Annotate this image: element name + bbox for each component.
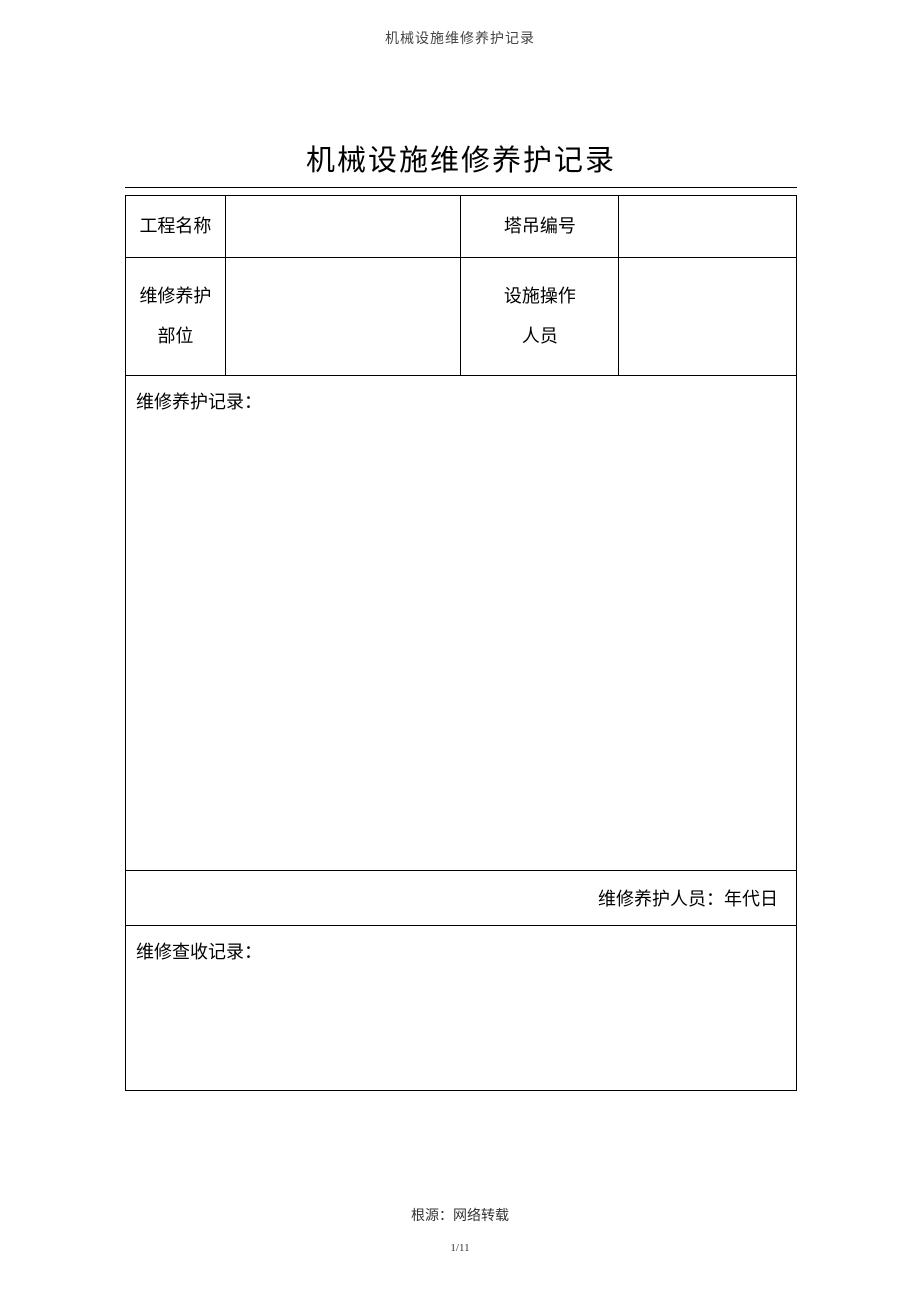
label-project-name: 工程名称 [126, 196, 226, 258]
label-maintenance-part-line2: 部位 [157, 326, 193, 346]
value-crane-number [619, 196, 797, 258]
value-project-name [225, 196, 461, 258]
label-maintenance-part-line1: 维修养护 [139, 286, 211, 306]
page-total: 11 [459, 1242, 470, 1254]
label-operator: 设施操作 人员 [461, 258, 619, 376]
page-number: 1/11 [0, 1242, 920, 1254]
label-operator-line1: 设施操作 [504, 286, 576, 306]
inspection-record-label: 维修查收记录： [136, 942, 262, 962]
signature-text: 维修养护人员：年代日 [598, 889, 778, 909]
title-wrapper: 机械设施维修养护记录 [125, 137, 797, 188]
table-row-project-info: 工程名称 塔吊编号 [126, 196, 797, 258]
document-title: 机械设施维修养护记录 [125, 137, 797, 187]
label-operator-line2: 人员 [522, 326, 558, 346]
value-maintenance-part [225, 258, 461, 376]
footer-source: 根源：网络转载 [0, 1205, 920, 1225]
page-current: 1 [450, 1242, 456, 1254]
maintenance-record-cell: 维修养护记录： [126, 376, 797, 871]
label-crane-number: 塔吊编号 [461, 196, 619, 258]
maintenance-form-table: 工程名称 塔吊编号 维修养护 部位 设施操作 人员 维修养护记录： 维修养护人员… [125, 195, 797, 1091]
table-row-inspection-record: 维修查收记录： [126, 926, 797, 1091]
maintenance-record-label: 维修养护记录： [136, 392, 262, 412]
label-maintenance-part: 维修养护 部位 [126, 258, 226, 376]
table-row-maintenance-part: 维修养护 部位 设施操作 人员 [126, 258, 797, 376]
value-operator [619, 258, 797, 376]
table-row-signature: 维修养护人员：年代日 [126, 871, 797, 926]
page-header-small-title: 机械设施维修养护记录 [0, 28, 920, 48]
inspection-record-cell: 维修查收记录： [126, 926, 797, 1091]
signature-cell: 维修养护人员：年代日 [126, 871, 797, 926]
table-row-maintenance-record: 维修养护记录： [126, 376, 797, 871]
